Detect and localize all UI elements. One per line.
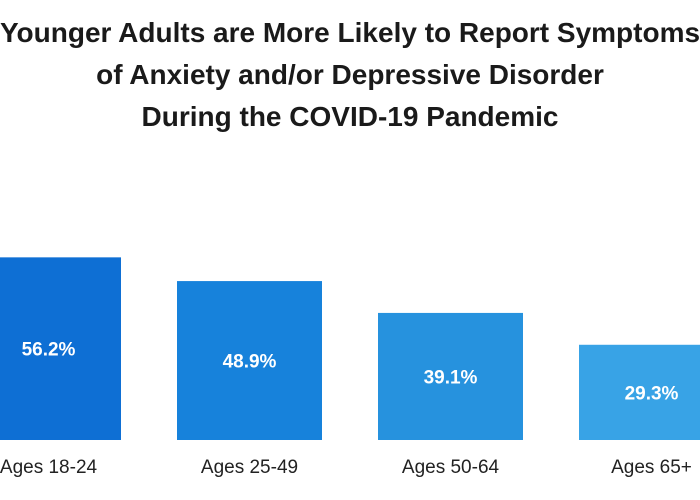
value-label-4: 29.3% [625,383,679,404]
chart-title-line-3: During the COVID-19 Pandemic [141,101,559,132]
category-label-3: Ages 50-64 [402,457,500,478]
value-label-1: 56.2% [22,340,76,361]
bar-3 [378,312,523,440]
value-labels-group: 56.2% 48.9% 39.1% 29.3% [22,340,679,405]
value-label-3: 39.1% [424,367,478,388]
category-labels-group: Ages 18-24 Ages 25-49 Ages 50-64 Ages 65+ [0,457,692,478]
chart-title-line-1: Younger Adults are More Likely to Report… [0,17,700,48]
bars-group [0,257,700,440]
value-label-2: 48.9% [223,352,277,373]
category-label-4: Ages 65+ [611,457,692,478]
chart-title: Younger Adults are More Likely to Report… [0,12,700,138]
category-label-1: Ages 18-24 [0,457,98,478]
chart-title-line-2: of Anxiety and/or Depressive Disorder [96,59,604,90]
bar-2 [177,281,322,440]
bar-4 [579,344,700,440]
bar-1 [0,257,121,440]
category-label-2: Ages 25-49 [201,457,298,478]
